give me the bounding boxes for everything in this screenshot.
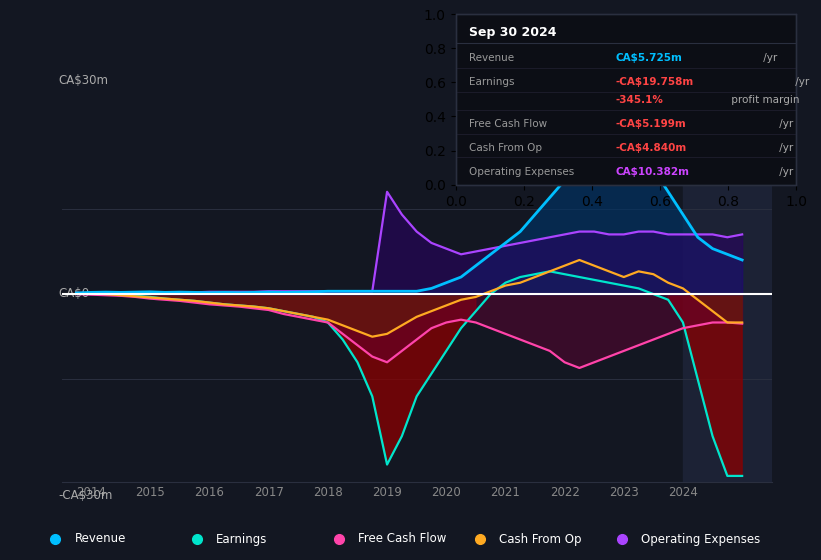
Text: /yr: /yr bbox=[776, 119, 793, 129]
Text: /yr: /yr bbox=[792, 77, 810, 87]
Text: CA$5.725m: CA$5.725m bbox=[616, 53, 683, 63]
Text: Operating Expenses: Operating Expenses bbox=[470, 167, 575, 177]
Text: Free Cash Flow: Free Cash Flow bbox=[470, 119, 548, 129]
Text: /yr: /yr bbox=[760, 53, 777, 63]
Text: /yr: /yr bbox=[776, 143, 793, 153]
Text: Revenue: Revenue bbox=[75, 533, 126, 545]
Text: /yr: /yr bbox=[776, 167, 793, 177]
Text: Revenue: Revenue bbox=[470, 53, 515, 63]
Text: Operating Expenses: Operating Expenses bbox=[641, 533, 760, 545]
Text: Free Cash Flow: Free Cash Flow bbox=[358, 533, 446, 545]
Text: profit margin: profit margin bbox=[728, 95, 800, 105]
Text: -CA$4.840m: -CA$4.840m bbox=[616, 143, 687, 153]
Text: Sep 30 2024: Sep 30 2024 bbox=[470, 26, 557, 39]
Bar bbox=[683, 95, 772, 482]
Text: CA$0: CA$0 bbox=[58, 287, 89, 300]
Text: -345.1%: -345.1% bbox=[616, 95, 663, 105]
Text: -CA$19.758m: -CA$19.758m bbox=[616, 77, 694, 87]
Text: Earnings: Earnings bbox=[470, 77, 515, 87]
Text: -CA$30m: -CA$30m bbox=[58, 489, 112, 502]
Text: CA$30m: CA$30m bbox=[58, 74, 108, 87]
Text: Earnings: Earnings bbox=[216, 533, 268, 545]
Text: Cash From Op: Cash From Op bbox=[470, 143, 543, 153]
Text: -CA$5.199m: -CA$5.199m bbox=[616, 119, 686, 129]
Text: CA$10.382m: CA$10.382m bbox=[616, 167, 690, 177]
Text: Cash From Op: Cash From Op bbox=[499, 533, 582, 545]
